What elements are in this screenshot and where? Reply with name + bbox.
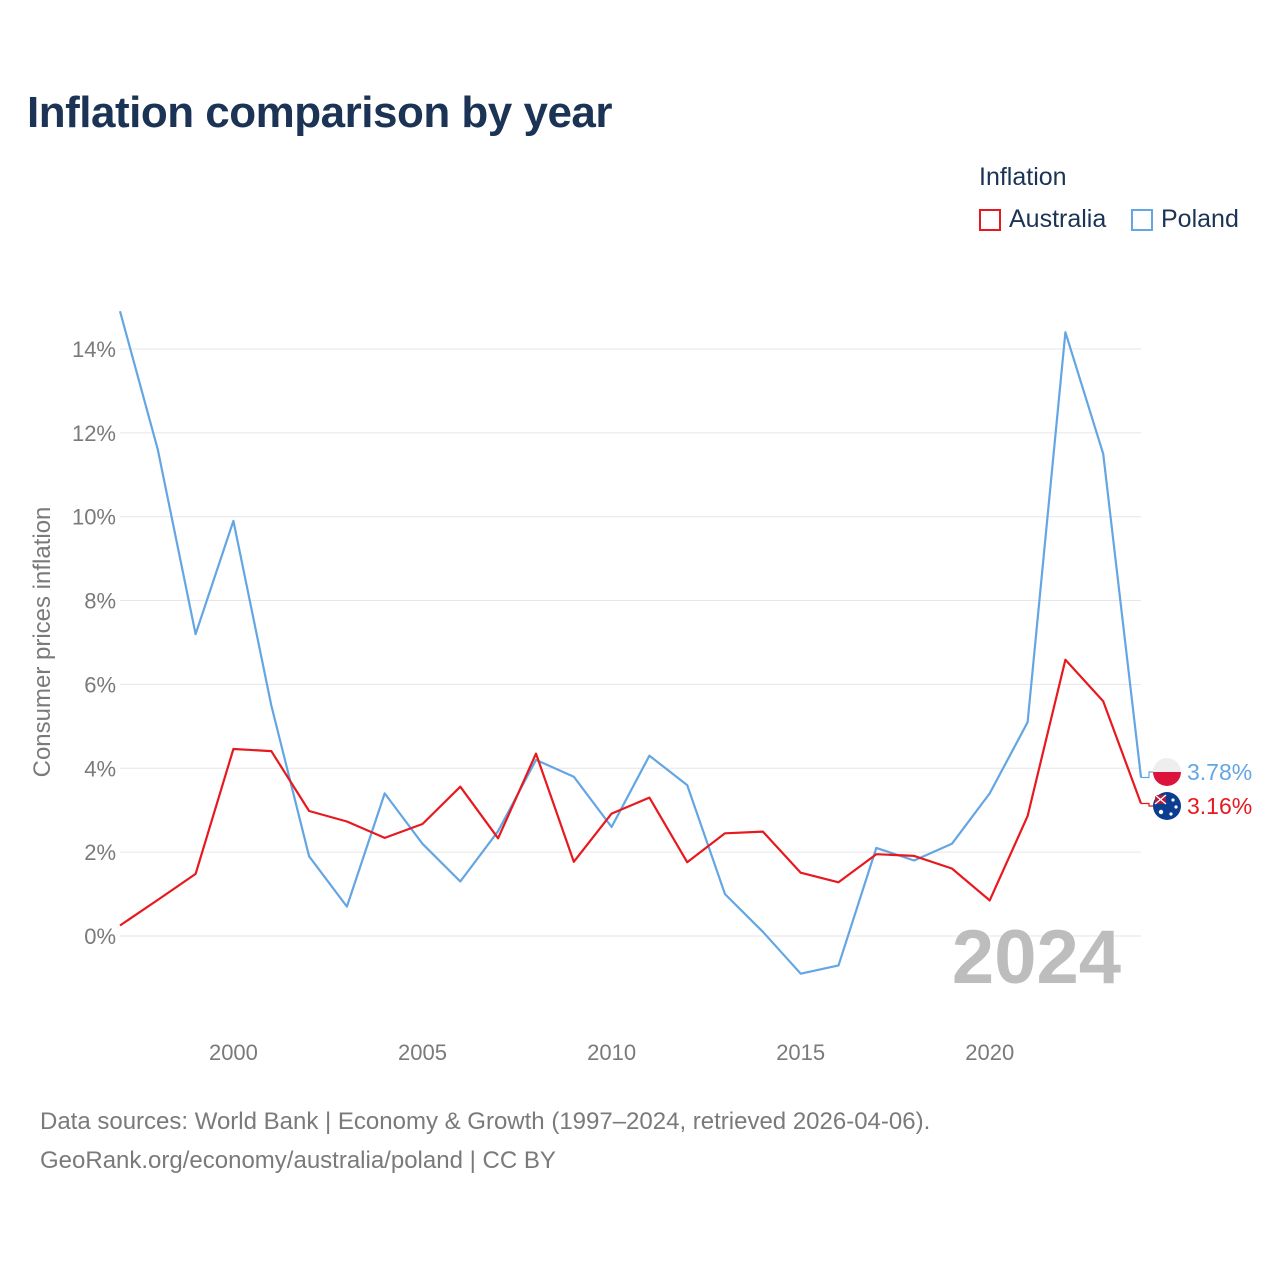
legend-item-poland[interactable]: Poland	[1131, 205, 1239, 234]
y-tick-label: 6%	[84, 672, 116, 697]
poland-end-value: 3.78%	[1187, 759, 1252, 785]
y-axis-label: Consumer prices inflation	[29, 507, 56, 778]
y-tick-label: 4%	[84, 756, 116, 781]
flag-red-half	[1153, 772, 1181, 786]
x-tick-label: 2010	[587, 1040, 636, 1065]
y-tick-label: 8%	[84, 589, 116, 614]
flag-star	[1158, 809, 1164, 815]
series-line-australia	[119, 658, 1143, 927]
x-axis-ticks: 2000 2005 2010 2015 2020	[209, 1040, 1014, 1065]
footer-sources: Data sources: World Bank | Economy & Gro…	[40, 1108, 931, 1135]
legend-swatch-poland	[1131, 208, 1153, 231]
chart-title: Inflation comparison by year	[27, 88, 613, 137]
legend-label-australia: Australia	[1009, 205, 1107, 233]
y-tick-label: 0%	[84, 924, 116, 949]
y-axis-ticks: 0% 2% 4% 6% 8% 10% 12% 14%	[72, 337, 116, 949]
y-tick-label: 2%	[84, 840, 116, 865]
x-tick-label: 2020	[965, 1040, 1014, 1065]
x-tick-label: 2015	[776, 1040, 825, 1065]
poland-flag-icon	[1153, 758, 1181, 786]
australia-end-value: 3.16%	[1187, 793, 1252, 819]
x-tick-label: 2005	[398, 1040, 447, 1065]
flag-union-cross	[1154, 794, 1167, 805]
y-tick-label: 12%	[72, 421, 116, 446]
legend-label-poland: Poland	[1161, 205, 1239, 233]
flag-star	[1169, 812, 1173, 816]
end-markers: 3.78% 3.16%	[1141, 758, 1252, 820]
flag-star	[1171, 798, 1175, 802]
year-watermark: 2024	[952, 915, 1121, 1000]
footer-credit: GeoRank.org/economy/australia/poland | C…	[40, 1147, 556, 1174]
flag-star	[1174, 805, 1178, 809]
x-tick-label: 2000	[209, 1040, 258, 1065]
legend-swatch-australia	[979, 208, 1001, 231]
legend-item-australia[interactable]: Australia	[979, 205, 1106, 234]
series-line-poland	[118, 310, 1143, 975]
y-tick-label: 14%	[72, 337, 116, 362]
australia-end-marker: 3.16%	[1141, 792, 1252, 820]
y-tick-label: 10%	[72, 505, 116, 530]
gridlines	[120, 348, 1141, 937]
connector-line	[1141, 771, 1155, 779]
australia-flag-icon	[1153, 792, 1181, 820]
poland-end-marker: 3.78%	[1141, 758, 1252, 786]
connector-line	[1141, 802, 1155, 807]
series-lines	[118, 310, 1143, 975]
legend-title: Inflation	[979, 163, 1067, 191]
